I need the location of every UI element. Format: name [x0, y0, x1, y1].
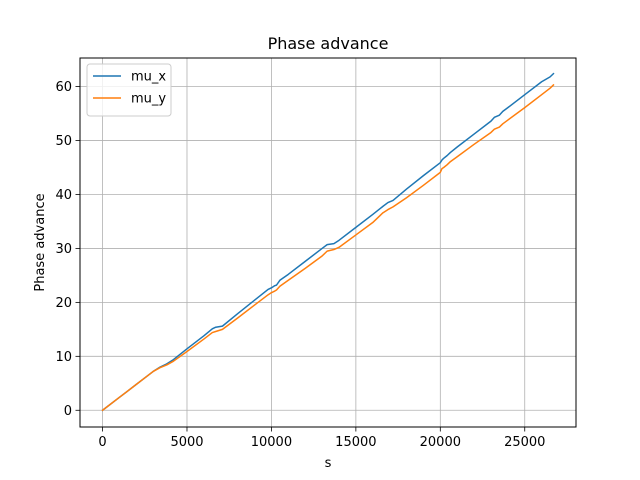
x-tick-label: 15000	[335, 435, 376, 450]
y-tick-label: 0	[64, 404, 72, 419]
x-tick-label: 20000	[420, 435, 461, 450]
plot-frame	[79, 57, 577, 428]
legend: mu_x mu_y	[86, 63, 172, 117]
y-tick-label: 60	[55, 80, 72, 95]
y-tick-label: 40	[55, 188, 72, 203]
y-tick-label: 50	[55, 134, 72, 149]
y-tick-label: 10	[55, 350, 72, 365]
legend-label: mu_x	[131, 70, 166, 85]
y-tick-label: 20	[55, 296, 72, 311]
series-line-mu-y	[101, 83, 555, 412]
x-tick-label: 10000	[251, 435, 292, 450]
y-axis-label: Phase advance	[33, 193, 48, 291]
y-tick-label: 30	[55, 242, 72, 257]
x-tick-label: 25000	[504, 435, 545, 450]
chart-title: Phase advance	[268, 34, 389, 53]
legend-label: mu_y	[131, 92, 166, 107]
x-axis-label: s	[325, 456, 332, 471]
series-layer	[101, 72, 555, 412]
plot-area	[79, 57, 577, 428]
ticks-layer: 0 5000 10000 15000 20000 25000 0 10 20 30 40 50 60	[55, 80, 545, 450]
x-tick-label: 5000	[170, 435, 203, 450]
legend-box	[86, 63, 172, 117]
series-line-mu-x	[101, 72, 555, 412]
x-tick-label: 0	[98, 435, 106, 450]
